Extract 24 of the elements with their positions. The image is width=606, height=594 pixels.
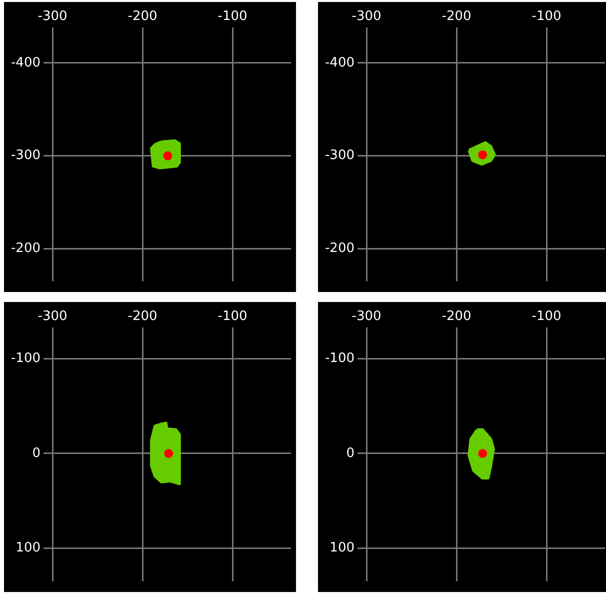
x-tick-label: -100 — [532, 9, 562, 24]
y-tick-label: -100 — [10, 351, 41, 366]
x-tick-label: -200 — [128, 309, 158, 324]
y-tick-label: -300 — [324, 148, 355, 164]
x-tick-label: -300 — [38, 9, 68, 24]
y-tick-label: -200 — [324, 241, 355, 256]
y-tick-label: -400 — [10, 55, 41, 70]
x-tick-label: -200 — [442, 309, 472, 324]
y-tick-label: 0 — [346, 446, 355, 461]
x-tick-label: -200 — [442, 9, 472, 24]
x-tick-label: -100 — [532, 309, 562, 324]
y-tick-label: -200 — [10, 241, 41, 256]
y-tick-label: -100 — [324, 351, 355, 366]
y-tick-label: 100 — [16, 540, 41, 556]
x-tick-label: -300 — [38, 309, 68, 324]
x-tick-label: -300 — [352, 9, 382, 24]
x-tick-label: -100 — [218, 309, 248, 324]
y-tick-label: 0 — [32, 446, 41, 461]
x-tick-label: -100 — [218, 9, 248, 24]
y-tick-label: -300 — [10, 148, 41, 164]
x-tick-label: -200 — [128, 9, 158, 24]
x-tick-label: -300 — [352, 309, 382, 324]
y-tick-label: 100 — [330, 540, 355, 556]
y-tick-label: -400 — [324, 55, 355, 70]
